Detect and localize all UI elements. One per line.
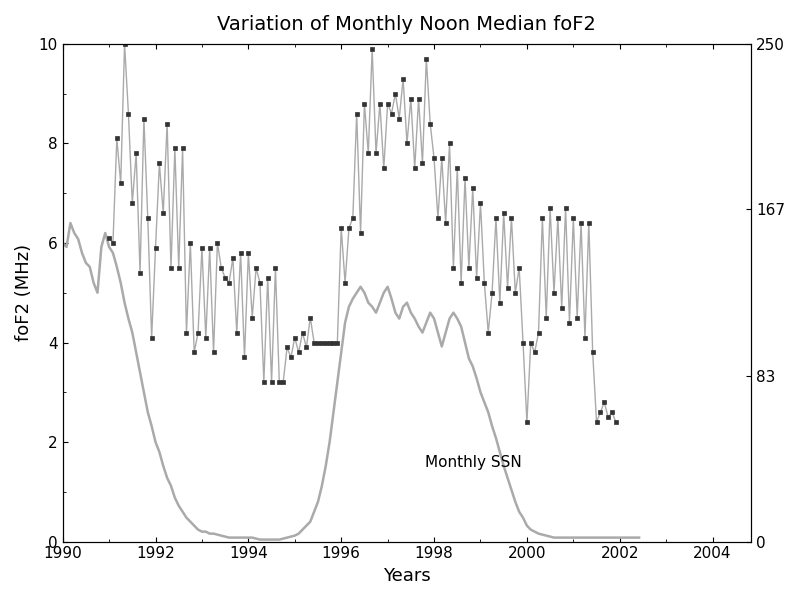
- X-axis label: Years: Years: [383, 567, 430, 585]
- Text: Monthly SSN: Monthly SSN: [425, 455, 522, 470]
- Y-axis label: foF2 (MHz): foF2 (MHz): [15, 244, 33, 341]
- Title: Variation of Monthly Noon Median foF2: Variation of Monthly Noon Median foF2: [218, 15, 596, 34]
